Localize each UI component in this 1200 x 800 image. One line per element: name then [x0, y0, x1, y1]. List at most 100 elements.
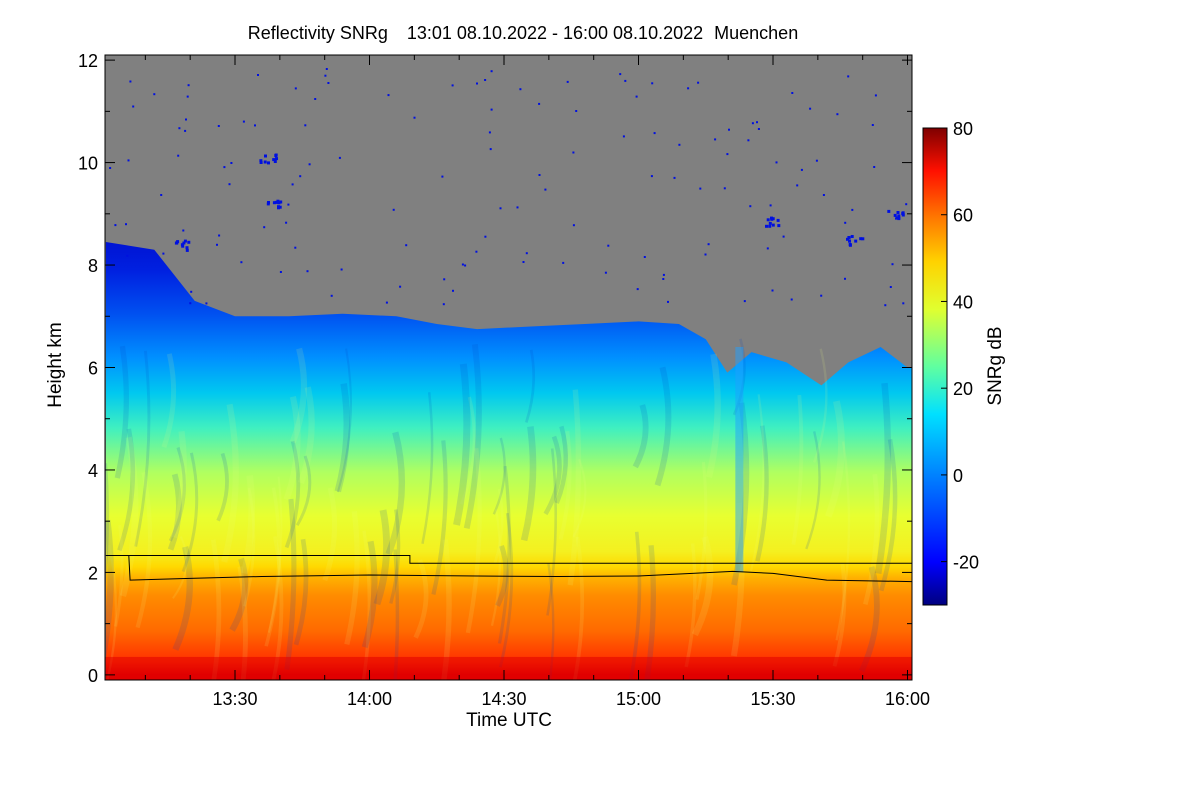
- noise-echo: [257, 74, 259, 76]
- noise-echo: [291, 183, 294, 186]
- noise-echo: [604, 271, 607, 274]
- echo-gap: [735, 347, 744, 573]
- noise-echo: [522, 261, 525, 263]
- noise-echo: [340, 268, 343, 271]
- noise-echo: [726, 153, 729, 156]
- fall-streak: [334, 383, 351, 493]
- noise-cluster: [187, 240, 191, 244]
- noise-echo: [884, 304, 887, 307]
- title-main: Reflectivity SNRg: [248, 23, 388, 43]
- noise-echo: [216, 243, 218, 246]
- noise-cluster: [850, 235, 854, 238]
- fall-streak: [684, 543, 697, 668]
- fall-streak: [283, 395, 301, 501]
- noise-echo: [294, 87, 297, 90]
- fall-streak: [572, 458, 587, 538]
- fall-streak: [632, 404, 649, 469]
- noise-echo: [443, 278, 446, 281]
- noise-echo: [254, 124, 256, 127]
- noise-echo: [185, 118, 187, 121]
- fall-streak: [289, 347, 308, 444]
- noise-echo: [678, 143, 681, 146]
- colorbar: [922, 127, 948, 606]
- fall-streak: [393, 549, 400, 680]
- fall-streak: [221, 403, 239, 563]
- noise-echo: [405, 244, 408, 247]
- noise-cluster: [185, 246, 189, 250]
- noise-cluster: [895, 216, 899, 220]
- noise-echo: [230, 162, 233, 164]
- noise-echo: [184, 129, 187, 132]
- noise-cluster: [859, 237, 863, 241]
- y-tick-label: 8: [88, 256, 98, 276]
- noise-echo: [125, 223, 127, 226]
- fall-streak: [813, 348, 828, 463]
- colorbar-tick-label: 0: [953, 466, 963, 486]
- noise-cluster: [897, 214, 901, 218]
- noise-cluster: [861, 237, 865, 241]
- colorbar-tick-label: 80: [953, 119, 973, 139]
- noise-cluster: [847, 236, 851, 240]
- noise-echo: [874, 94, 877, 97]
- noise-echo: [538, 102, 541, 105]
- fall-streak: [298, 386, 315, 485]
- noise-echo: [127, 159, 130, 162]
- radar-echo-area: [105, 242, 912, 680]
- noise-echo: [800, 168, 803, 171]
- noise-echo: [490, 108, 493, 111]
- noise-cluster: [766, 218, 770, 222]
- fall-streak: [543, 435, 562, 516]
- noise-echo: [451, 84, 454, 87]
- noise-echo: [325, 68, 328, 70]
- noise-echo: [851, 208, 854, 211]
- noise-echo: [109, 167, 112, 169]
- colorbar-tick-label: 40: [953, 292, 973, 312]
- noise-echo: [790, 298, 793, 301]
- noise-echo: [182, 229, 185, 232]
- noise-echo: [240, 261, 243, 264]
- y-tick-label: 12: [78, 51, 98, 71]
- fall-streak: [567, 389, 582, 586]
- noise-cluster: [274, 200, 278, 204]
- surface-echo: [105, 656, 912, 680]
- x-axis: 13:30 14:00 14:30 15:00 15:30 16:00: [144, 55, 930, 709]
- fall-streak: [168, 446, 186, 542]
- fall-streak: [791, 394, 804, 545]
- noise-echo: [287, 203, 290, 206]
- noise-echo: [751, 122, 754, 125]
- noise-echo: [452, 289, 454, 292]
- y-axis: 0 2 4 6 8 10 12: [78, 51, 912, 686]
- x-tick-label: 16:00: [885, 689, 930, 709]
- noise-cluster: [846, 237, 849, 241]
- fall-streak: [520, 426, 537, 542]
- fall-streak: [210, 539, 222, 680]
- noise-echo: [847, 75, 850, 78]
- noise-cluster: [272, 201, 276, 205]
- noise-echo: [442, 303, 445, 306]
- x-axis-label: Time UTC: [466, 710, 552, 731]
- fall-streak: [344, 510, 360, 646]
- noise-echo: [217, 125, 220, 127]
- fall-streak: [691, 535, 714, 637]
- noise-echo: [177, 154, 180, 157]
- noise-echo: [622, 135, 625, 138]
- noise-cluster: [277, 201, 281, 205]
- fall-streak: [695, 461, 708, 600]
- y-tick-label: 10: [78, 154, 98, 174]
- noise-echo: [461, 263, 464, 266]
- fall-streak: [284, 498, 297, 671]
- fall-streak: [755, 425, 769, 562]
- fall-streak: [336, 348, 352, 493]
- fall-streak: [463, 344, 482, 530]
- fall-streak: [295, 455, 312, 527]
- fall-streak: [558, 430, 572, 540]
- noise-echo: [624, 79, 627, 82]
- x-tick-label: 15:30: [750, 689, 795, 709]
- noise-echo: [385, 301, 388, 304]
- chart-title: Reflectivity SNRg 13:01 08.10.2022 - 16:…: [248, 23, 798, 43]
- noise-echo: [129, 80, 132, 83]
- fall-streak: [421, 392, 434, 544]
- noise-cluster: [259, 159, 263, 163]
- fall-streak: [413, 559, 429, 639]
